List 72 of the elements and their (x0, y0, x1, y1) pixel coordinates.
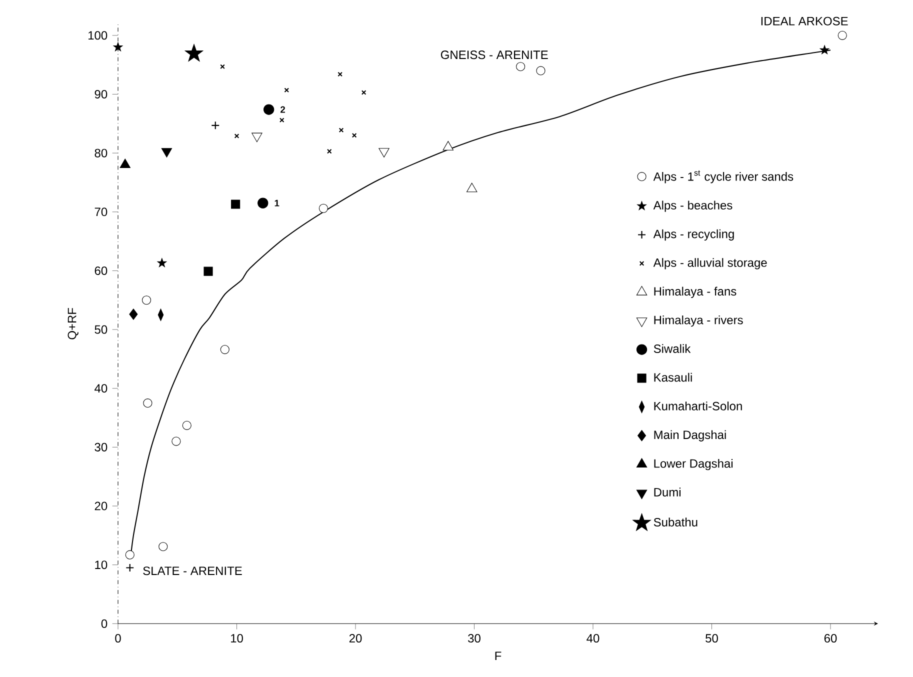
y-axis-title: Q+RF (68, 308, 78, 340)
legend-label: Kumaharti-Solon (654, 402, 742, 410)
point (157, 258, 167, 268)
y-tick-label: 90 (94, 90, 108, 98)
point (220, 345, 230, 354)
annotation: 2 (280, 106, 286, 113)
x-tick-label: 30 (468, 634, 480, 643)
point (284, 88, 290, 93)
point (338, 72, 342, 77)
legend-label: Lower Dagshai (654, 458, 733, 470)
point (126, 564, 134, 572)
x-tick-label: 10 (231, 634, 243, 643)
x-tick-label: 40 (586, 634, 600, 643)
point (143, 398, 152, 408)
point (466, 182, 478, 192)
annotation: 1 (274, 200, 280, 206)
x-tick-label: 60 (824, 634, 837, 643)
y-tick-label: 0 (101, 619, 108, 628)
x-tick-label: 50 (706, 634, 718, 643)
point (172, 436, 181, 446)
point (516, 62, 526, 72)
annotation: GNEISS - ARENITE (440, 50, 548, 60)
point (120, 158, 130, 168)
x-axis-title: F (495, 652, 502, 660)
point (263, 104, 274, 115)
legend-label: Main Dagshai (654, 430, 726, 442)
legend-label: Alps - alluvial storage (653, 258, 767, 270)
x-tick-label: 0 (115, 634, 121, 643)
point (113, 42, 123, 52)
point (536, 66, 546, 76)
y-tick-label: 70 (94, 208, 108, 216)
point (234, 134, 240, 138)
point (204, 266, 213, 276)
point (129, 308, 138, 320)
y-tick-label: 10 (95, 560, 108, 570)
point (352, 133, 357, 138)
point (158, 542, 168, 552)
point (182, 420, 192, 430)
legend-label: Alps - 1$^{st}$ cycle river sands (653, 170, 794, 184)
point (318, 204, 328, 213)
y-tick-label: 20 (94, 502, 108, 510)
y-tick-label: 80 (94, 148, 108, 158)
legend-label: Alps - recycling (653, 229, 734, 241)
legend-label: Himalaya - fans (654, 286, 736, 298)
y-tick-label: 50 (94, 325, 108, 334)
point (820, 45, 830, 54)
point (258, 198, 268, 208)
x-tick-label: 20 (349, 634, 362, 643)
point (231, 200, 240, 209)
legend-label: Subathu (654, 518, 698, 526)
point (220, 64, 225, 70)
legend-label: Dumi (654, 488, 681, 496)
y-tick-label: 60 (94, 266, 108, 275)
point (184, 44, 204, 62)
y-tick-label: 30 (94, 442, 108, 452)
point (211, 121, 220, 130)
annotation: SLATE - ARENITE (143, 566, 242, 576)
legend-label: Alps - beaches (653, 200, 732, 212)
point (326, 148, 332, 154)
point (338, 128, 344, 133)
point (125, 550, 134, 560)
annotation: IDEAL ARKOSE (761, 16, 848, 26)
point (442, 141, 454, 150)
point (142, 296, 152, 305)
point (279, 118, 284, 123)
legend-label: Siwalik (654, 344, 691, 353)
point (838, 30, 847, 40)
point (361, 90, 366, 95)
legend-label: Kasauli (654, 372, 692, 382)
legend-label: Himalaya - rivers (654, 315, 743, 327)
y-tick-label: 100 (88, 31, 108, 40)
y-tick-label: 40 (94, 384, 108, 393)
